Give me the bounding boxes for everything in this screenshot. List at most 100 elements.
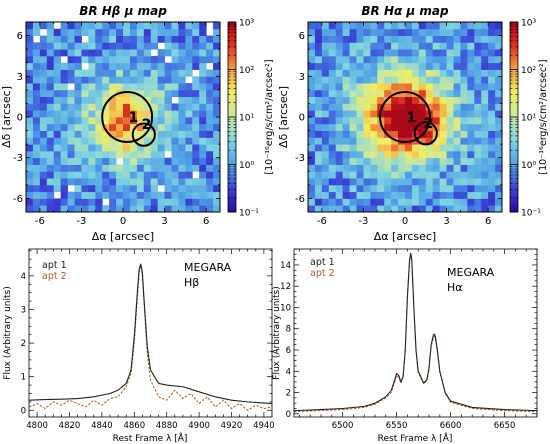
- heatmap-cell: [314, 83, 323, 91]
- heatmap-cell: [53, 69, 62, 77]
- heatmap-cell: [349, 205, 357, 212]
- heatmap-cell: [136, 130, 145, 138]
- heatmap-cell: [213, 103, 220, 111]
- heatmap-cell: [391, 164, 399, 172]
- heatmap-cell: [102, 22, 110, 30]
- heatmap-cell: [335, 157, 344, 165]
- heatmap-cell: [308, 178, 316, 186]
- heatmap-cell: [60, 35, 68, 43]
- heatmap-cell: [335, 123, 344, 131]
- heatmap-cell: [308, 103, 316, 111]
- heatmap-cell: [495, 123, 502, 131]
- heatmap-cell: [109, 150, 117, 159]
- heatmap-cell: [405, 62, 413, 70]
- y-tick-label: 0: [286, 410, 291, 420]
- heatmap-cell: [102, 137, 110, 145]
- heatmap-cell: [116, 178, 124, 186]
- heatmap-cell: [136, 144, 145, 152]
- heatmap-cell: [363, 130, 371, 138]
- heatmap-cell: [314, 76, 323, 84]
- heatmap-cell: [213, 123, 220, 131]
- heatmap-cell: [377, 49, 385, 57]
- heatmap-cell: [199, 55, 207, 64]
- heatmap-cell: [335, 83, 344, 91]
- heatmap-cell: [432, 178, 441, 186]
- heatmap-cell: [136, 42, 145, 50]
- heatmap-cell: [192, 89, 200, 98]
- y-axis-label: Flux (Arbitrary units): [3, 286, 13, 379]
- heatmap-cell: [398, 157, 406, 165]
- heatmap-cell: [439, 103, 447, 111]
- heatmap-cell: [88, 123, 96, 131]
- heatmap-cell: [102, 55, 110, 64]
- heatmap-cell: [39, 150, 48, 159]
- heatmap-cell: [60, 103, 68, 111]
- heatmap-cell: [123, 157, 131, 165]
- colorbar-tick-label: 10²: [239, 66, 254, 76]
- heatmap-cell: [342, 103, 350, 111]
- heatmap-cells: [308, 22, 502, 212]
- heatmap-cell: [95, 35, 103, 43]
- heatmap-cell: [418, 69, 427, 77]
- heatmap-cell: [136, 123, 145, 131]
- heatmap-cell: [377, 35, 385, 43]
- heatmap-cell: [467, 178, 475, 186]
- heatmap-cell: [60, 130, 68, 138]
- heatmap-cell: [81, 137, 89, 145]
- heatmap-cell: [102, 35, 110, 43]
- heatmap-cell: [321, 205, 330, 212]
- heatmap-cell: [432, 55, 441, 64]
- heatmap-cell: [206, 150, 214, 159]
- heatmap-cell: [102, 191, 110, 199]
- heatmap-cell: [481, 110, 489, 118]
- x-tick-label: 4900: [188, 421, 210, 431]
- heatmap-cell: [185, 28, 193, 36]
- heatmap-cell: [109, 62, 117, 70]
- heatmap-cell: [418, 171, 427, 179]
- heatmap-cell: [109, 83, 117, 91]
- heatmap-cell: [26, 150, 34, 159]
- heatmap-cell: [136, 171, 145, 179]
- heatmap-cell: [185, 117, 193, 125]
- heatmap-cell: [432, 22, 441, 30]
- heatmap-cell: [74, 123, 82, 131]
- heatmap-cell: [192, 178, 200, 186]
- heatmap-cell: [474, 123, 482, 131]
- heatmap-cell: [328, 184, 337, 193]
- heatmap-cell: [495, 42, 502, 50]
- heatmap-cell: [418, 42, 427, 50]
- heatmap-cell: [60, 22, 68, 30]
- heatmap-cell: [136, 83, 145, 91]
- heatmap-cell: [363, 55, 371, 64]
- heatmap-cell: [206, 69, 214, 77]
- heatmap-cell: [474, 28, 482, 36]
- heatmap-cell: [150, 144, 159, 152]
- heatmap-cell: [109, 191, 117, 199]
- heatmap-cell: [178, 117, 186, 125]
- heatmap-cell: [46, 184, 55, 193]
- heatmap-cell: [411, 164, 420, 172]
- heatmap-cell: [26, 89, 34, 98]
- heatmap-cell: [123, 28, 131, 36]
- heatmap-cell: [95, 137, 103, 145]
- heatmap-cell: [143, 35, 152, 43]
- y-tick-label: 0: [17, 113, 23, 124]
- heatmap-cell: [123, 22, 131, 30]
- heatmap-cell: [349, 76, 357, 84]
- heatmap-cell: [60, 205, 68, 212]
- heatmap-cell: [328, 191, 337, 199]
- heatmap-cell: [129, 49, 138, 57]
- heatmap-cell: [185, 62, 193, 70]
- heatmap-cell: [150, 164, 159, 172]
- heatmap-cell: [328, 117, 337, 125]
- heatmap-cell: [164, 62, 172, 70]
- heatmap-cell: [192, 205, 200, 212]
- heatmap-cell: [53, 171, 62, 179]
- heatmap-cell: [67, 49, 75, 57]
- heatmap-cell: [488, 157, 496, 165]
- heatmap-cell: [425, 191, 434, 199]
- heatmap-cell: [39, 35, 48, 43]
- heatmap-cell: [398, 184, 406, 193]
